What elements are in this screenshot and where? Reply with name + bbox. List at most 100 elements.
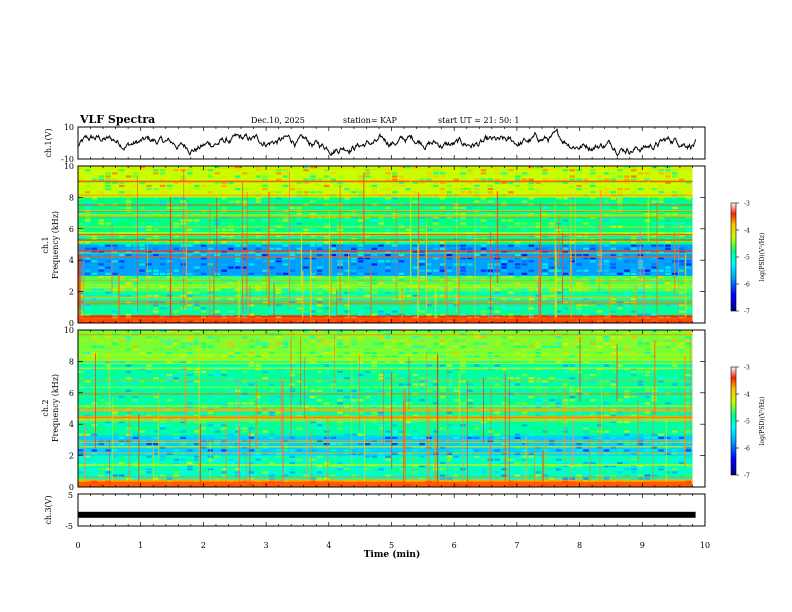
- spectrogram-cell: [303, 244, 309, 247]
- spectrogram-cell: [330, 465, 337, 468]
- spectrogram-cell: [180, 175, 186, 178]
- spectrogram-cell: [576, 253, 582, 257]
- spectrogram-cell: [446, 383, 453, 386]
- spectrogram-cell: [583, 200, 589, 203]
- spectrogram-cell: [555, 402, 562, 405]
- spectrogram-cell: [569, 342, 576, 345]
- spectrogram-cell: [357, 336, 364, 339]
- spectrogram-cell: [665, 282, 671, 285]
- spectrogram-cell: [262, 253, 268, 257]
- spectrogram-cell: [624, 197, 630, 200]
- spectrogram-cell: [91, 389, 98, 392]
- spectrogram-cell: [514, 436, 521, 439]
- spectrogram-cell: [514, 310, 521, 313]
- spectrogram-cell: [125, 247, 132, 250]
- spectrogram-cell: [207, 235, 214, 238]
- spectrogram-cell: [91, 269, 98, 272]
- spectrogram-cell: [494, 424, 500, 427]
- spectrogram-cell: [439, 263, 446, 266]
- spectrogram-cell: [473, 373, 480, 377]
- spectrogram-cell: [392, 307, 398, 310]
- spectrogram-cell: [269, 244, 275, 247]
- spectrogram-cell: [105, 471, 111, 474]
- spectrogram-cell: [603, 430, 610, 433]
- spectrogram-cell: [412, 235, 419, 238]
- spectrogram-cell: [521, 222, 528, 225]
- spectrogram-cell: [105, 402, 111, 405]
- spectrogram-cell: [214, 228, 221, 231]
- spectrogram-cell: [344, 241, 350, 244]
- spectrogram-cell: [671, 430, 678, 433]
- spectrogram-cell: [610, 411, 616, 414]
- spectrogram-cell: [180, 361, 186, 364]
- spectrogram-cell: [98, 345, 104, 348]
- spectrogram-cell: [139, 244, 145, 247]
- spectrogram-cell: [173, 169, 180, 172]
- spectrogram-cell: [269, 361, 275, 364]
- spectrogram-cell: [528, 222, 535, 225]
- spectrogram-cell: [528, 342, 535, 345]
- colorbar-tick-label: -5: [744, 419, 750, 426]
- spectrogram-cell: [603, 213, 610, 216]
- spectrogram-cell: [521, 345, 528, 348]
- spectrogram-cell: [159, 380, 166, 383]
- spectrogram-cell: [200, 355, 207, 358]
- spectrogram-cell: [282, 272, 289, 275]
- ch2-spectrogram-ylabel-channel: ch.2: [41, 399, 50, 416]
- spectrogram-cell: [542, 294, 548, 297]
- spectrogram-cell: [617, 285, 623, 288]
- spectrogram-cell: [590, 465, 596, 468]
- spectrogram-cell: [269, 330, 275, 333]
- spectrogram-cell: [480, 310, 487, 313]
- spectrogram-cell: [596, 351, 603, 355]
- spectrogram-cell: [316, 455, 323, 458]
- spectrogram-cell: [590, 244, 596, 247]
- spectrogram-cell: [275, 364, 282, 367]
- spectrogram-cell: [241, 200, 248, 203]
- spectrogram-cell: [194, 266, 200, 269]
- spectrogram-cell: [84, 282, 91, 285]
- spectrogram-cell: [118, 361, 125, 364]
- spectrogram-cell: [303, 213, 309, 216]
- spectrogram-cell: [514, 263, 521, 266]
- spectrogram-cell: [105, 266, 111, 269]
- spectrogram-cell: [617, 351, 623, 355]
- spectrogram-cell: [439, 345, 446, 348]
- spectrogram-cell: [535, 474, 541, 477]
- spectrogram-cell: [187, 244, 193, 247]
- spectrogram-cell: [419, 342, 425, 345]
- spectrogram-cell: [207, 427, 214, 430]
- spectrogram-cell: [228, 389, 234, 392]
- spectrogram-cell: [241, 219, 248, 222]
- time-tick-label: 2: [201, 541, 206, 550]
- spectrogram-cell: [685, 421, 692, 424]
- spectrogram-cell: [473, 304, 480, 307]
- spectrogram-cell: [316, 370, 323, 374]
- spectrogram-cell: [494, 377, 500, 380]
- spectrogram-cell: [412, 285, 419, 288]
- spectrogram-cell: [610, 238, 616, 241]
- spectrogram-cell: [419, 310, 425, 313]
- spectrogram-cell: [255, 235, 261, 238]
- spectrogram-cell: [132, 455, 139, 458]
- spectrogram-cell: [187, 172, 193, 175]
- spectrogram-cell: [439, 184, 446, 188]
- spectrogram-cell: [562, 421, 569, 424]
- spectrogram-cell: [221, 436, 227, 439]
- spectrogram-cell: [194, 373, 200, 377]
- spectrogram-cell: [637, 436, 644, 439]
- spectrogram-cell: [105, 184, 111, 188]
- spectrogram-cell: [323, 370, 330, 374]
- spectrogram-cell: [303, 228, 309, 231]
- spectrogram-cell: [337, 380, 343, 383]
- spectrogram-cell: [337, 424, 343, 427]
- spectrogram-cell: [344, 213, 350, 216]
- spectrogram-cell: [235, 266, 241, 269]
- spectrogram-cell: [173, 461, 180, 465]
- spectrogram-cell: [221, 206, 227, 210]
- time-tick-label: 9: [640, 541, 645, 550]
- spectrogram-cell: [392, 213, 398, 216]
- spectrogram-cell: [316, 219, 323, 222]
- spectrogram-cell: [583, 355, 589, 358]
- spectrogram-cell: [337, 181, 343, 184]
